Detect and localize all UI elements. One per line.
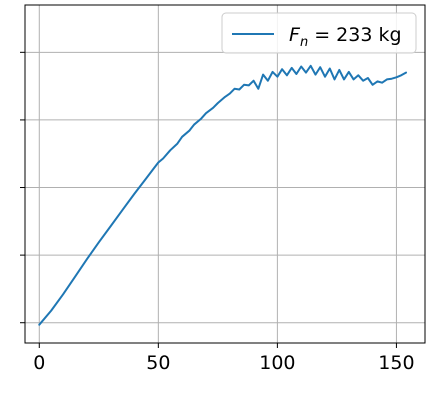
legend-box: [221, 12, 417, 54]
x-tick-label: 100: [259, 352, 295, 374]
legend: Fn = 233 kg: [221, 12, 417, 54]
plot-frame: [24, 4, 426, 344]
grid: [25, 5, 425, 343]
x-tick-label: 150: [378, 352, 414, 374]
legend-label-main: F: [289, 24, 301, 46]
series-line: [38, 64, 407, 326]
axis-ticks: 0 50 100 150: [20, 51, 415, 374]
legend-label-rest: = 233 kg: [308, 24, 401, 46]
x-tick-label: 50: [146, 352, 170, 374]
series-layer: [38, 64, 407, 326]
legend-label: Fn = 233 kg: [289, 24, 402, 50]
x-tick-label: 0: [33, 352, 45, 374]
legend-label-sub: n: [300, 35, 308, 50]
